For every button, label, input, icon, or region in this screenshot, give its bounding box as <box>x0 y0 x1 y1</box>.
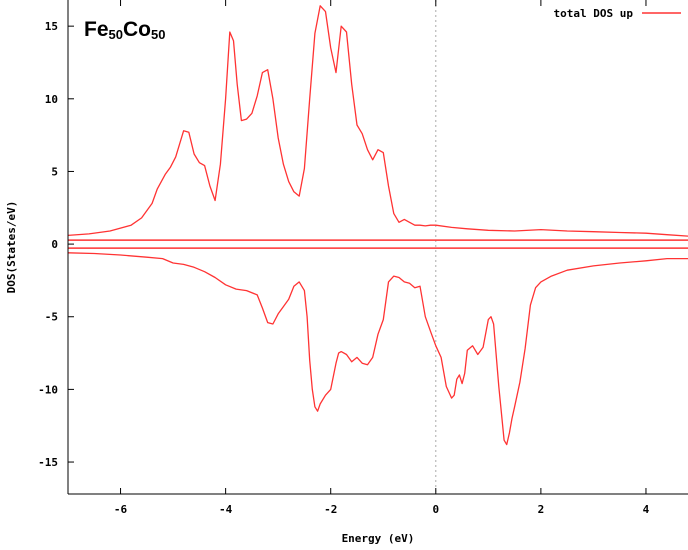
y-tick-label: 15 <box>45 20 58 33</box>
element-2-fraction: 50 <box>150 27 166 42</box>
y-tick-label: -5 <box>45 311 58 324</box>
y-tick-label: 0 <box>51 238 58 251</box>
y-tick-label: -10 <box>38 383 58 396</box>
x-tick-label: 0 <box>432 503 439 516</box>
y-tick-label: -15 <box>38 456 58 469</box>
series-line-0 <box>68 5 688 237</box>
x-tick-label: -4 <box>219 503 233 516</box>
legend: total DOS up <box>554 7 681 20</box>
x-tick-label: 2 <box>538 503 545 516</box>
y-tick-label: 10 <box>45 93 58 106</box>
x-tick-label: -6 <box>114 503 128 516</box>
y-tick-label: 5 <box>51 165 58 178</box>
compound-label: Fe50Co50 <box>84 18 165 42</box>
element-1: Fe <box>84 18 109 41</box>
y-axis-title: DOS(States/eV) <box>5 201 18 294</box>
series-line-1 <box>68 252 688 446</box>
element-2: Co <box>122 18 151 41</box>
element-1-fraction: 50 <box>108 27 123 42</box>
x-tick-label: 4 <box>643 503 650 516</box>
x-axis-title: Energy (eV) <box>342 532 415 545</box>
legend-label: total DOS up <box>554 7 634 20</box>
x-tick-label: -2 <box>324 503 337 516</box>
